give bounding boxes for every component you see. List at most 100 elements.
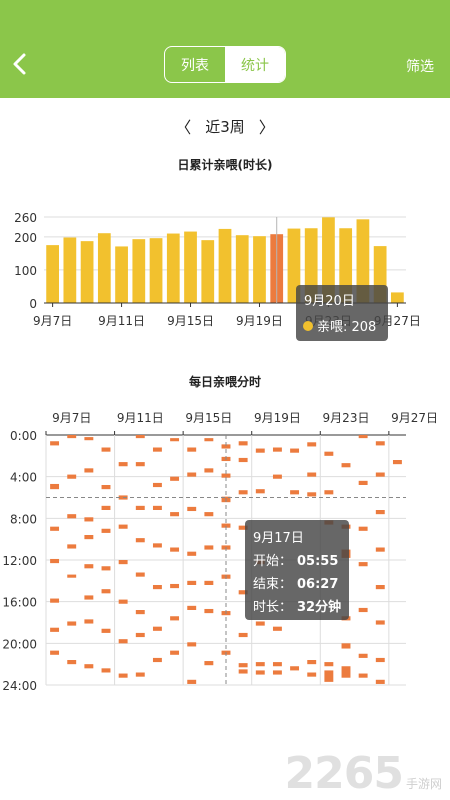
feeding-session-block bbox=[84, 664, 94, 669]
feeding-session-block bbox=[272, 626, 282, 631]
tooltip-duration-label: 时长： bbox=[253, 600, 292, 615]
feeding-session-block bbox=[50, 598, 60, 603]
feeding-session-block bbox=[204, 512, 214, 517]
feeding-session-block bbox=[135, 462, 145, 467]
bar bbox=[97, 233, 111, 303]
feeding-session-block bbox=[67, 514, 77, 519]
feeding-session-block bbox=[324, 490, 334, 495]
feeding-session-block bbox=[101, 668, 111, 673]
bar bbox=[63, 237, 77, 303]
view-segmented-control: 列表 统计 bbox=[164, 46, 286, 83]
feeding-session-block bbox=[255, 489, 265, 494]
tooltip-end-label: 结束： bbox=[253, 577, 292, 592]
feeding-session-block bbox=[67, 474, 77, 479]
prev-range-button[interactable]: 〈 bbox=[175, 118, 192, 137]
x-tick-label: 9月19日 bbox=[254, 411, 301, 425]
filter-button[interactable]: 筛选 bbox=[406, 59, 434, 75]
feeding-session-block bbox=[118, 560, 128, 565]
feeding-session-block bbox=[118, 524, 128, 529]
feeding-session-block bbox=[84, 564, 94, 569]
feeding-session-block bbox=[358, 526, 368, 531]
daily-timeline-chart[interactable]: 0:00 4:00 8:00 12:00 16:00 20:00 24:00 9月7日 9月11… bbox=[0, 400, 450, 700]
feeding-session-block bbox=[187, 506, 197, 512]
feeding-session-block bbox=[101, 528, 111, 533]
feeding-session-block bbox=[238, 490, 248, 495]
feeding-session-block bbox=[290, 490, 300, 495]
feeding-session-block bbox=[341, 643, 351, 649]
bar bbox=[184, 231, 197, 303]
next-range-button[interactable]: 〉 bbox=[258, 118, 275, 137]
bar bbox=[304, 228, 318, 303]
bar bbox=[201, 240, 215, 303]
back-arrow-icon[interactable] bbox=[10, 52, 32, 76]
feeding-session-block bbox=[50, 441, 60, 446]
feeding-session-block bbox=[101, 628, 111, 633]
feeding-session-block bbox=[152, 447, 162, 452]
feeding-session-block bbox=[50, 483, 60, 490]
feeding-session-block bbox=[152, 482, 162, 488]
y-tick-label: 24:00 bbox=[2, 679, 37, 693]
y-tick-label: 100 bbox=[14, 264, 37, 278]
feeding-session-block bbox=[135, 672, 145, 677]
feeding-session-block bbox=[170, 476, 180, 481]
feeding-session-block bbox=[84, 595, 94, 600]
bar bbox=[166, 233, 180, 303]
feeding-session-block bbox=[187, 447, 197, 452]
tooltip-box bbox=[296, 285, 388, 341]
feeding-session-block bbox=[290, 448, 300, 453]
y-tick-label: 8:00 bbox=[10, 512, 37, 526]
bar bbox=[218, 228, 232, 303]
feeding-session-block bbox=[290, 666, 300, 671]
tab-statistics[interactable]: 统计 bbox=[225, 47, 285, 82]
feeding-session-block bbox=[50, 558, 60, 564]
feeding-session-block bbox=[375, 585, 385, 590]
feeding-session-block bbox=[118, 639, 128, 644]
y-tick-label: 16:00 bbox=[2, 596, 37, 610]
bar bbox=[356, 219, 370, 303]
feeding-session-block bbox=[238, 590, 248, 595]
bar bbox=[322, 217, 335, 303]
date-range-selector: 〈 近3周 〉 bbox=[0, 115, 450, 138]
feeding-session-block bbox=[187, 551, 197, 556]
feeding-session-block bbox=[307, 472, 317, 477]
daily-total-bar-chart[interactable]: 01002002609月7日9月11日9月15日9月19日9月23日9月27日9… bbox=[0, 200, 450, 380]
x-tick-label: 9月27日 bbox=[391, 411, 438, 425]
feeding-session-block bbox=[101, 505, 111, 510]
feeding-session-block bbox=[152, 585, 162, 590]
feeding-session-block bbox=[135, 435, 145, 439]
feeding-session-block bbox=[238, 669, 248, 674]
bar bbox=[46, 245, 59, 303]
feeding-session-block bbox=[358, 653, 368, 658]
feeding-session-block bbox=[152, 505, 162, 510]
feeding-session-block bbox=[187, 472, 197, 477]
tooltip-box bbox=[245, 520, 349, 620]
feeding-session-block bbox=[204, 468, 214, 473]
y-tick-label: 260 bbox=[14, 211, 37, 225]
feeding-session-block bbox=[238, 525, 248, 530]
top-nav-bar: 列表 统计 筛选 bbox=[0, 0, 450, 98]
feeding-session-block bbox=[221, 444, 231, 449]
feeding-session-block bbox=[375, 547, 385, 552]
feeding-session-block bbox=[118, 462, 128, 467]
feeding-session-block bbox=[375, 657, 385, 663]
feeding-session-block bbox=[170, 583, 180, 589]
feeding-session-block bbox=[135, 505, 145, 510]
x-tick-label: 9月7日 bbox=[52, 411, 91, 425]
tooltip-start-value: 05:55 bbox=[297, 554, 338, 569]
feeding-session-block bbox=[84, 535, 94, 540]
x-tick-label: 9月19日 bbox=[236, 314, 283, 328]
feeding-session-block bbox=[187, 642, 197, 647]
feeding-session-block bbox=[84, 437, 94, 441]
feeding-session-block bbox=[50, 650, 60, 655]
feeding-session-block bbox=[324, 670, 334, 682]
feeding-session-block bbox=[255, 621, 265, 626]
tab-list[interactable]: 列表 bbox=[181, 57, 209, 74]
chevron-left-icon bbox=[13, 53, 26, 75]
feeding-session-block bbox=[101, 447, 111, 452]
bar bbox=[235, 235, 249, 303]
y-tick-label: 200 bbox=[14, 231, 37, 245]
tooltip-end-value: 06:27 bbox=[297, 577, 338, 592]
feeding-session-block bbox=[118, 673, 128, 678]
tooltip-value: 亲喂: 208 bbox=[317, 320, 376, 335]
feeding-session-block bbox=[375, 441, 385, 446]
